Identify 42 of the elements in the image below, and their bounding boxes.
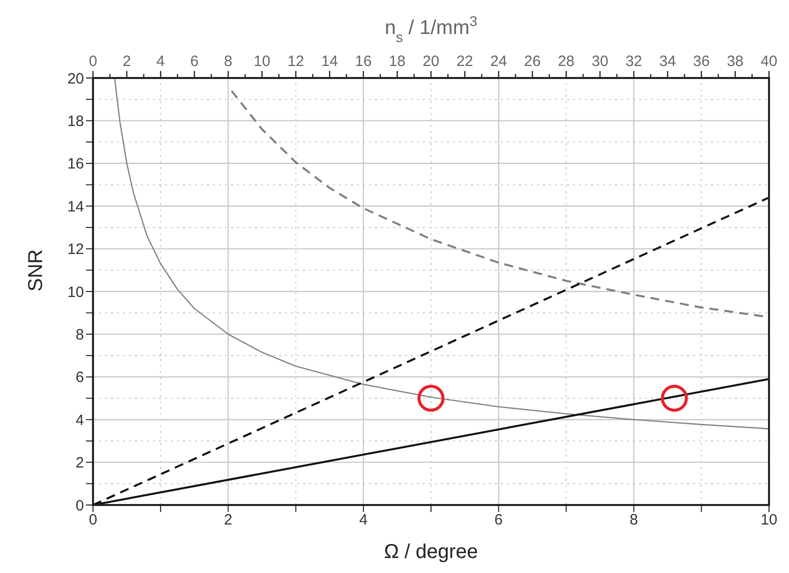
y-tick-label: 0 [76,497,84,514]
x2-tick-label: 24 [490,53,507,70]
x2-tick-label: 10 [254,53,270,70]
x-tick-label: 4 [359,512,368,529]
x2-tick-label: 16 [355,53,372,70]
y-tick-label: 8 [76,326,84,344]
x-tick-label: 6 [494,512,503,529]
x-tick-label: 8 [630,512,638,529]
x2-tick-label: 6 [190,53,199,70]
x2-tick-label: 22 [456,53,474,70]
x2-tick-label: 28 [558,53,575,70]
y-tick-label: 4 [76,412,84,429]
x2-tick-label: 2 [122,53,131,70]
y-tick-label: 6 [76,369,84,386]
x2-tick-label: 34 [659,53,676,70]
y-tick-label: 18 [67,113,84,130]
x2-tick-label: 12 [287,53,304,70]
x-tick-label: 0 [88,512,98,529]
y-tick-label: 2 [76,454,84,472]
x2-tick-label: 36 [693,53,710,70]
x2-axis-title: n$_{s}$ / 1/mm$^{3}$ [384,13,478,45]
x2-tick-label: 14 [321,53,338,70]
x2-tick-label: 38 [726,53,744,70]
x-axis-title: Ω / degree [384,541,478,563]
y-axis-title: SNR [25,249,48,292]
y-tick-label: 10 [67,284,84,301]
y-tick-label: 14 [67,198,84,216]
y-tick-label: 12 [67,241,84,258]
x2-tick-label: 8 [224,53,232,70]
x2-tick-label: 18 [388,53,406,70]
x2-tick-label: 0 [88,53,98,70]
y-tick-label: 16 [67,156,84,173]
x2-tick-label: 20 [422,53,440,70]
x2-tick-label: 32 [625,53,642,70]
x2-tick-label: 26 [524,53,541,70]
x-tick-label: 10 [760,512,778,529]
x2-tick-label: 4 [156,53,165,70]
line-series [114,78,769,430]
x2-tick-label: 40 [760,53,778,70]
x-tick-label: 2 [224,512,232,529]
y-tick-label: 20 [67,70,84,88]
x2-tick-label: 30 [592,53,608,70]
